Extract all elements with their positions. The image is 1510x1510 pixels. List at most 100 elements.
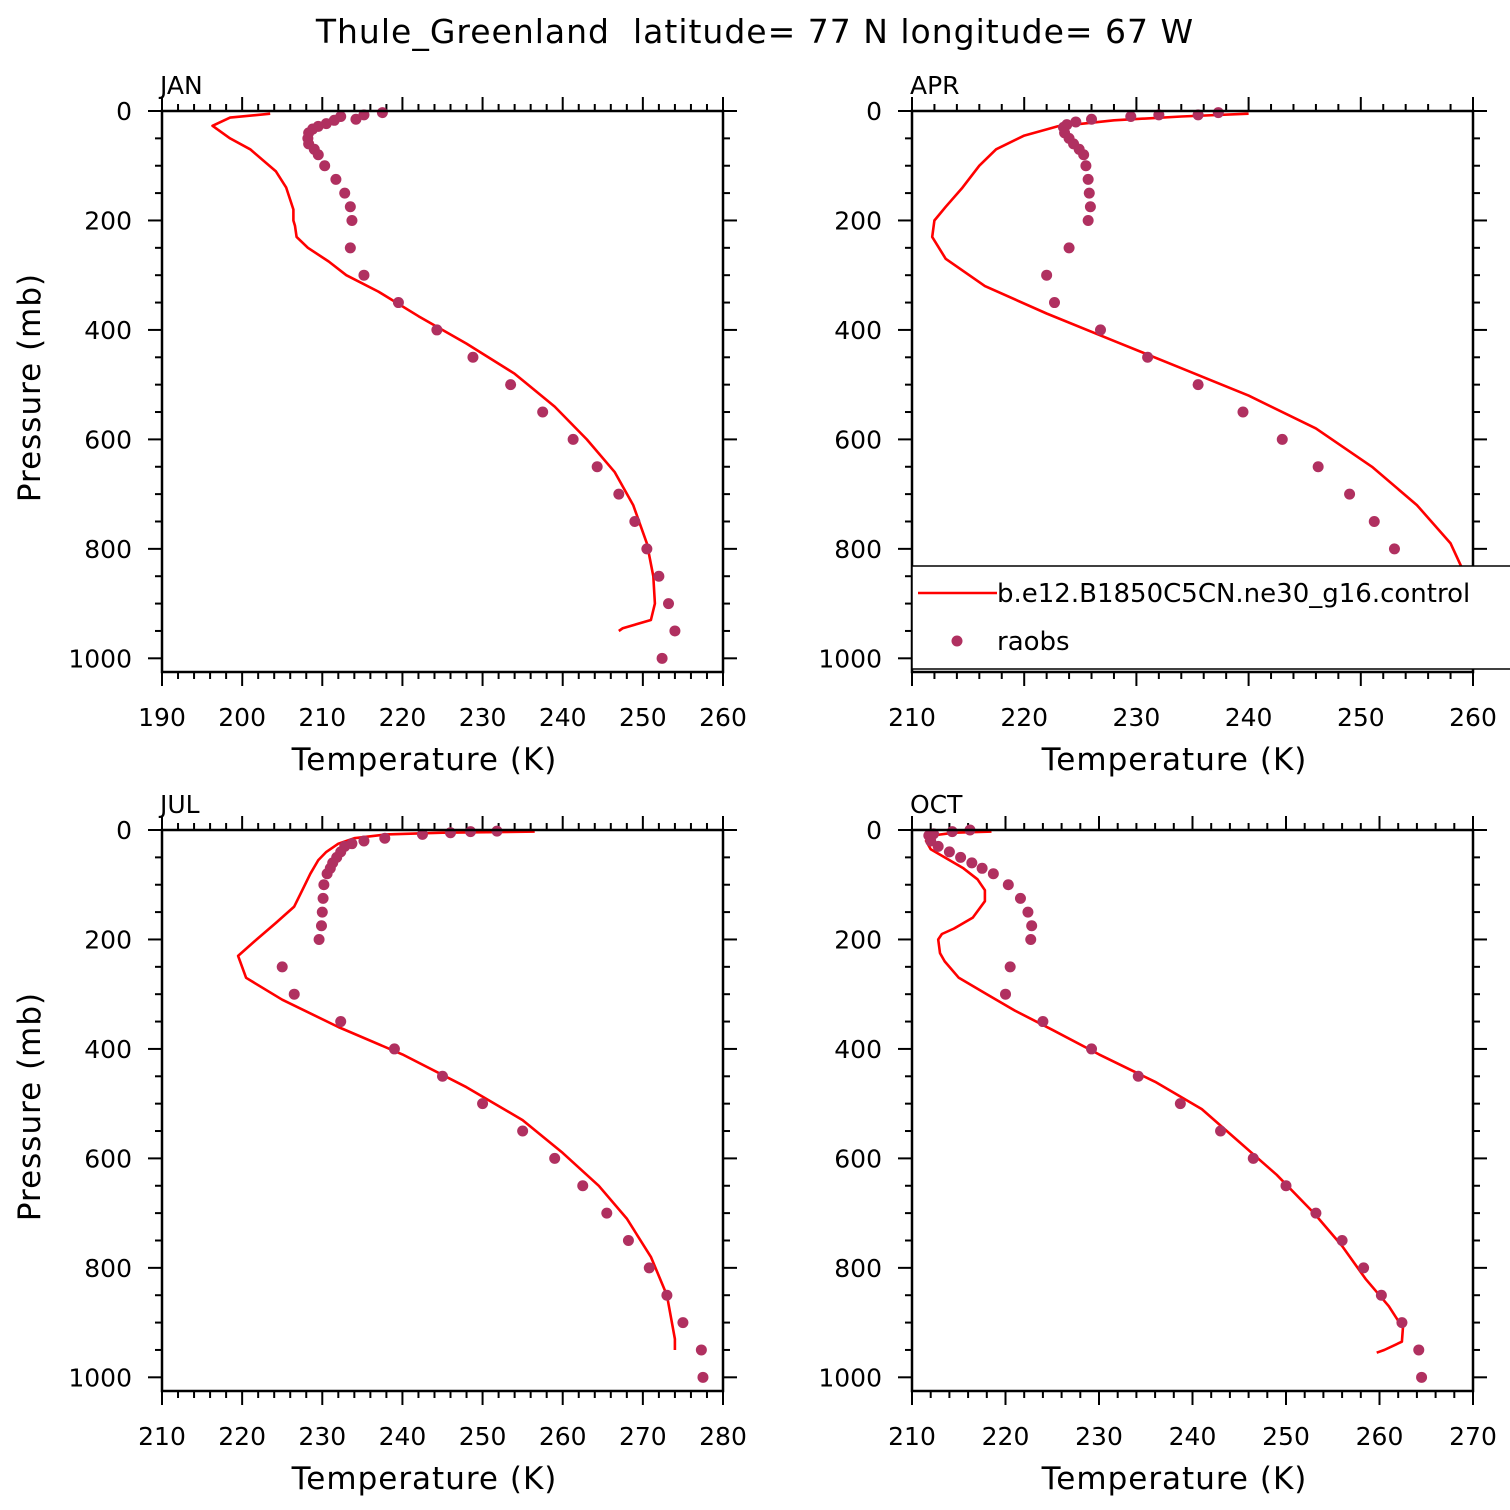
data-point-raobs (656, 652, 668, 664)
data-point-raobs (1344, 488, 1356, 500)
x-tick-label: 220 (982, 1422, 1030, 1451)
x-tick-label: 250 (1337, 703, 1385, 732)
x-tick-label: 240 (1169, 1422, 1217, 1451)
data-point-raobs (1084, 201, 1096, 213)
panel-jul: JUL 0 200 400 600 800 1000 210 220 230 240 250 260 27… (12, 790, 747, 1497)
legend-label: b.e12.B1850C5CN.ne30_g16.control (997, 579, 1470, 609)
data-point-raobs (313, 933, 325, 945)
data-point-raobs (1022, 906, 1034, 918)
data-point-raobs (1247, 1152, 1259, 1164)
data-point-raobs (358, 835, 370, 847)
y-tick-label: 600 (84, 425, 132, 454)
data-point-raobs (465, 826, 477, 838)
legend-label: raobs (997, 627, 1070, 657)
y-tick-label: 0 (116, 816, 132, 845)
data-point-raobs (1416, 1371, 1428, 1383)
data-point-raobs (1082, 173, 1094, 185)
y-tick-label: 200 (834, 206, 882, 235)
panel-label: JAN (158, 71, 203, 100)
data-point-raobs (344, 201, 356, 213)
x-tick-label: 210 (888, 1422, 936, 1451)
data-point-raobs (431, 324, 443, 336)
data-point-raobs (1048, 297, 1060, 309)
panel-oct: OCT 0 200 400 600 800 1000 210 220 230 240 250 260 27… (818, 790, 1496, 1497)
data-point-raobs (312, 149, 324, 161)
y-axis-title: Pressure (mb) (12, 992, 48, 1221)
panel-label: JUL (158, 790, 200, 819)
series-line-model (930, 112, 1473, 654)
data-point-raobs (641, 543, 653, 555)
data-point-raobs (1037, 1016, 1049, 1028)
data-point-raobs (392, 297, 404, 309)
data-point-raobs (1280, 1180, 1292, 1192)
data-point-raobs (1070, 116, 1082, 128)
y-tick-label: 200 (84, 925, 132, 954)
data-point-raobs (1132, 1070, 1144, 1082)
data-point-raobs (1388, 543, 1400, 555)
data-point-raobs (629, 515, 641, 527)
panel-jan: JAN 0 200 400 600 800 1000 190 200 210 220 230 240 25… (12, 71, 747, 778)
data-point-raobs (643, 1262, 655, 1274)
x-tick-label: 230 (298, 1422, 346, 1451)
y-tick-label: 400 (834, 1035, 882, 1064)
series-line-model (236, 830, 677, 1350)
data-point-raobs (318, 879, 330, 891)
data-point-raobs (653, 570, 665, 582)
data-point-raobs (567, 433, 579, 445)
data-point-raobs (1082, 214, 1094, 226)
y-tick-label: 1000 (68, 644, 132, 673)
y-tick-label: 600 (834, 1144, 882, 1173)
data-point-raobs (663, 598, 675, 610)
data-point-raobs (1004, 961, 1016, 973)
y-tick-label: 200 (834, 925, 882, 954)
data-point-raobs (315, 920, 327, 932)
y-tick-label: 200 (84, 206, 132, 235)
x-tick-label: 210 (888, 703, 936, 732)
data-point-raobs (1025, 933, 1037, 945)
x-tick-label: 230 (459, 703, 507, 732)
data-point-raobs (1312, 461, 1324, 473)
data-point-raobs (276, 961, 288, 973)
data-point-raobs (1086, 113, 1098, 125)
chart-title: Thule_Greenland latitude= 77 N longitude… (315, 12, 1195, 51)
data-point-raobs (661, 1289, 673, 1301)
x-tick-label: 270 (1449, 1422, 1497, 1451)
x-tick-label: 220 (218, 1422, 266, 1451)
y-tick-label: 0 (116, 97, 132, 126)
data-point-raobs (505, 379, 517, 391)
data-point-raobs (1396, 1317, 1408, 1329)
y-tick-label: 800 (834, 1254, 882, 1283)
data-point-raobs (1358, 1262, 1370, 1274)
data-point-raobs (1041, 269, 1053, 281)
data-point-raobs (1083, 187, 1095, 199)
y-tick-label: 800 (834, 535, 882, 564)
data-point-raobs (1080, 160, 1092, 172)
data-point-raobs (976, 862, 988, 874)
plot-frame (910, 109, 1475, 674)
x-tick-label: 260 (1356, 1422, 1404, 1451)
data-point-raobs (1276, 433, 1288, 445)
data-point-raobs (591, 461, 603, 473)
data-point-raobs (955, 851, 967, 863)
x-tick-label: 200 (218, 703, 266, 732)
data-point-raobs (1094, 324, 1106, 336)
panel-apr: APR 0 200 400 600 800 1000 210 220 230 240 250 260 Te… (818, 71, 1510, 778)
y-tick-label: 400 (84, 1035, 132, 1064)
y-tick-label: 600 (84, 1144, 132, 1173)
x-tick-label: 220 (1000, 703, 1048, 732)
x-tick-label: 240 (1225, 703, 1273, 732)
data-point-raobs (1142, 351, 1154, 363)
data-point-raobs (1014, 892, 1026, 904)
data-point-raobs (321, 868, 333, 880)
x-tick-label: 210 (298, 703, 346, 732)
x-tick-label: 270 (619, 1422, 667, 1451)
data-point-raobs (622, 1234, 634, 1246)
series-line-model (211, 112, 657, 633)
panel-label: APR (910, 71, 960, 100)
x-axis-title: Temperature (K) (1041, 742, 1308, 778)
x-axis-title: Temperature (K) (1041, 1461, 1308, 1497)
data-point-raobs (379, 832, 391, 844)
data-point-raobs (1215, 1125, 1227, 1137)
data-point-raobs (316, 906, 328, 918)
plot-frame (910, 828, 1475, 1393)
